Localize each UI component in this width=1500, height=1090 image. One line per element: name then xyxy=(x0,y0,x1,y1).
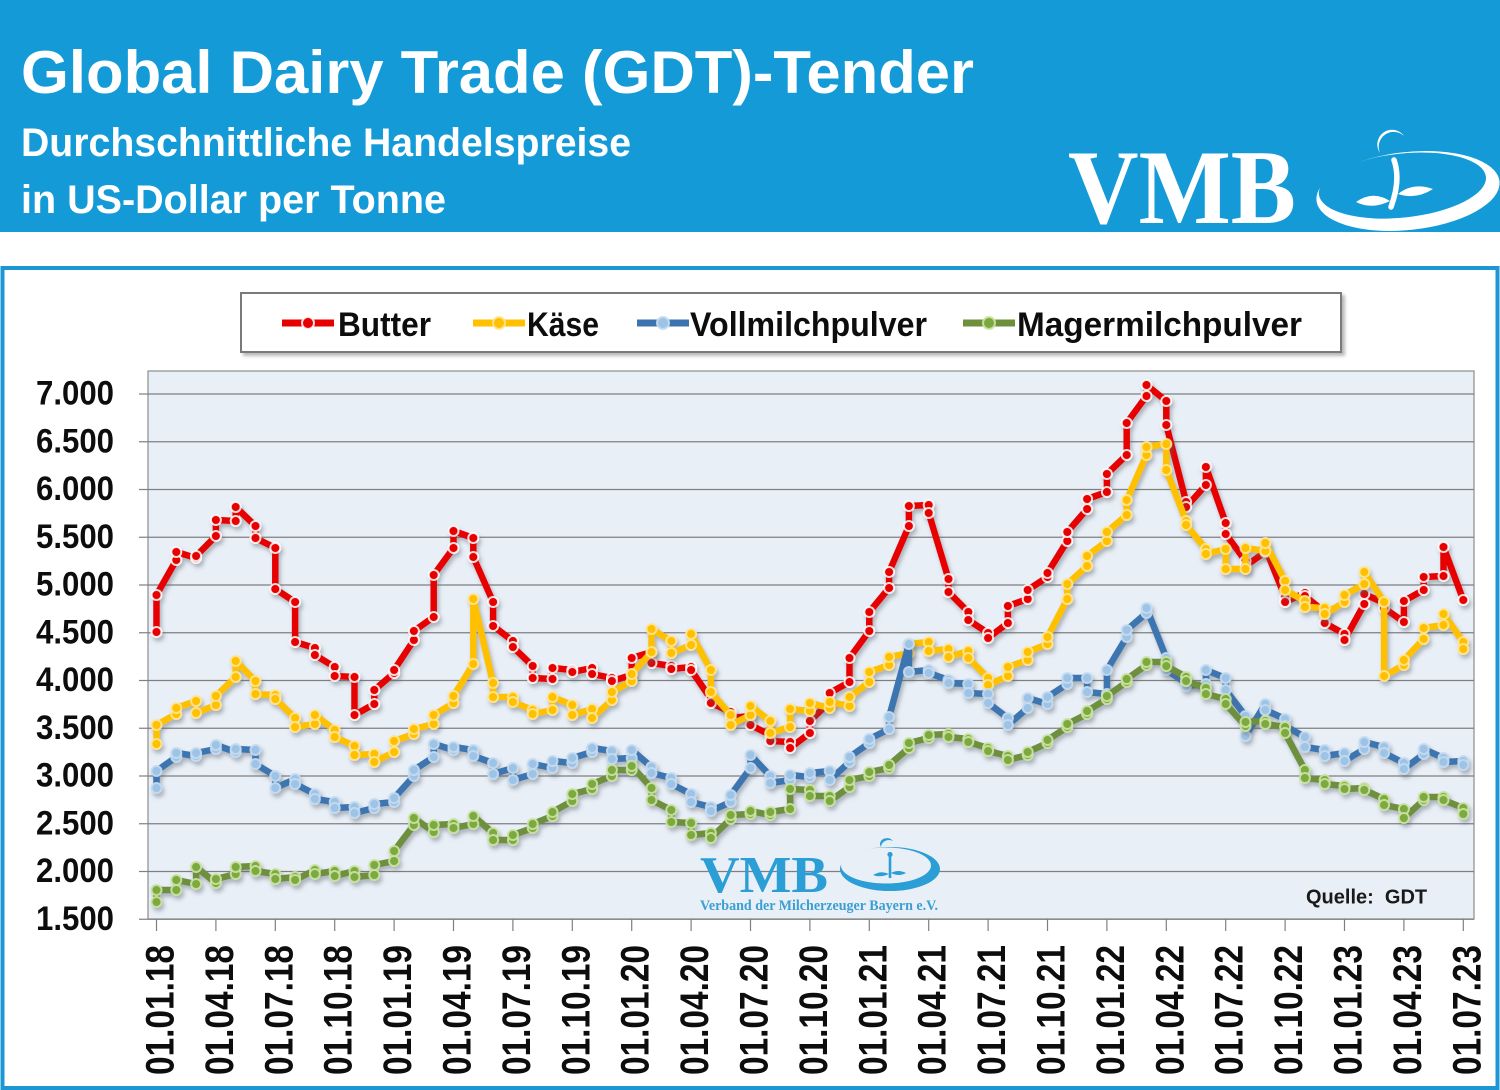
svg-text:4.000: 4.000 xyxy=(36,661,114,699)
svg-text:Käse: Käse xyxy=(527,306,599,344)
svg-text:01.04.21: 01.04.21 xyxy=(911,945,955,1075)
svg-text:Quelle: GDT: Quelle: GDT xyxy=(1306,887,1427,909)
svg-text:01.04.19: 01.04.19 xyxy=(436,945,480,1075)
svg-text:01.10.21: 01.10.21 xyxy=(1030,945,1074,1075)
svg-text:01.10.19: 01.10.19 xyxy=(554,945,598,1075)
svg-text:5.500: 5.500 xyxy=(36,518,114,556)
svg-text:Magermilchpulver: Magermilchpulver xyxy=(1017,306,1302,344)
svg-text:4.500: 4.500 xyxy=(36,613,114,651)
svg-text:VMB: VMB xyxy=(1068,129,1296,246)
svg-text:01.10.22: 01.10.22 xyxy=(1267,945,1311,1075)
svg-text:01.07.22: 01.07.22 xyxy=(1208,945,1252,1075)
svg-text:6.500: 6.500 xyxy=(36,422,114,460)
svg-text:01.07.18: 01.07.18 xyxy=(257,945,301,1075)
svg-text:01.01.21: 01.01.21 xyxy=(851,945,895,1075)
svg-text:Butter: Butter xyxy=(338,306,431,344)
svg-text:01.10.20: 01.10.20 xyxy=(792,945,836,1075)
svg-text:2.000: 2.000 xyxy=(36,852,114,890)
svg-text:01.04.23: 01.04.23 xyxy=(1386,945,1430,1075)
svg-text:01.01.23: 01.01.23 xyxy=(1327,945,1371,1075)
svg-text:6.000: 6.000 xyxy=(36,470,114,508)
svg-text:in US-Dollar per Tonne: in US-Dollar per Tonne xyxy=(21,178,446,222)
svg-text:2.500: 2.500 xyxy=(36,804,114,842)
svg-text:5.000: 5.000 xyxy=(36,566,114,604)
svg-text:01.07.23: 01.07.23 xyxy=(1445,945,1489,1075)
svg-text:VMB: VMB xyxy=(700,847,828,904)
svg-text:01.10.18: 01.10.18 xyxy=(317,945,361,1075)
svg-text:Durchschnittliche Handelspreis: Durchschnittliche Handelspreise xyxy=(21,121,631,165)
svg-text:01.04.18: 01.04.18 xyxy=(198,945,242,1075)
svg-text:Verband der Milcherzeuger Baye: Verband der Milcherzeuger Bayern e.V. xyxy=(700,898,938,914)
svg-text:Global Dairy Trade (GDT)-Tende: Global Dairy Trade (GDT)-Tender xyxy=(21,39,974,106)
svg-text:01.04.22: 01.04.22 xyxy=(1148,945,1192,1075)
svg-text:3.000: 3.000 xyxy=(36,757,114,795)
svg-text:3.500: 3.500 xyxy=(36,709,114,747)
svg-text:1.500: 1.500 xyxy=(36,900,114,938)
svg-text:01.07.20: 01.07.20 xyxy=(733,945,777,1075)
svg-text:01.07.19: 01.07.19 xyxy=(495,945,539,1075)
svg-text:Vollmilchpulver: Vollmilchpulver xyxy=(690,306,927,344)
svg-text:01.01.20: 01.01.20 xyxy=(614,945,658,1075)
svg-text:01.01.22: 01.01.22 xyxy=(1089,945,1133,1075)
svg-text:01.01.18: 01.01.18 xyxy=(139,945,183,1075)
svg-text:01.07.21: 01.07.21 xyxy=(970,945,1014,1075)
svg-text:01.01.19: 01.01.19 xyxy=(376,945,420,1075)
svg-text:01.04.20: 01.04.20 xyxy=(673,945,717,1075)
svg-text:7.000: 7.000 xyxy=(36,375,114,413)
